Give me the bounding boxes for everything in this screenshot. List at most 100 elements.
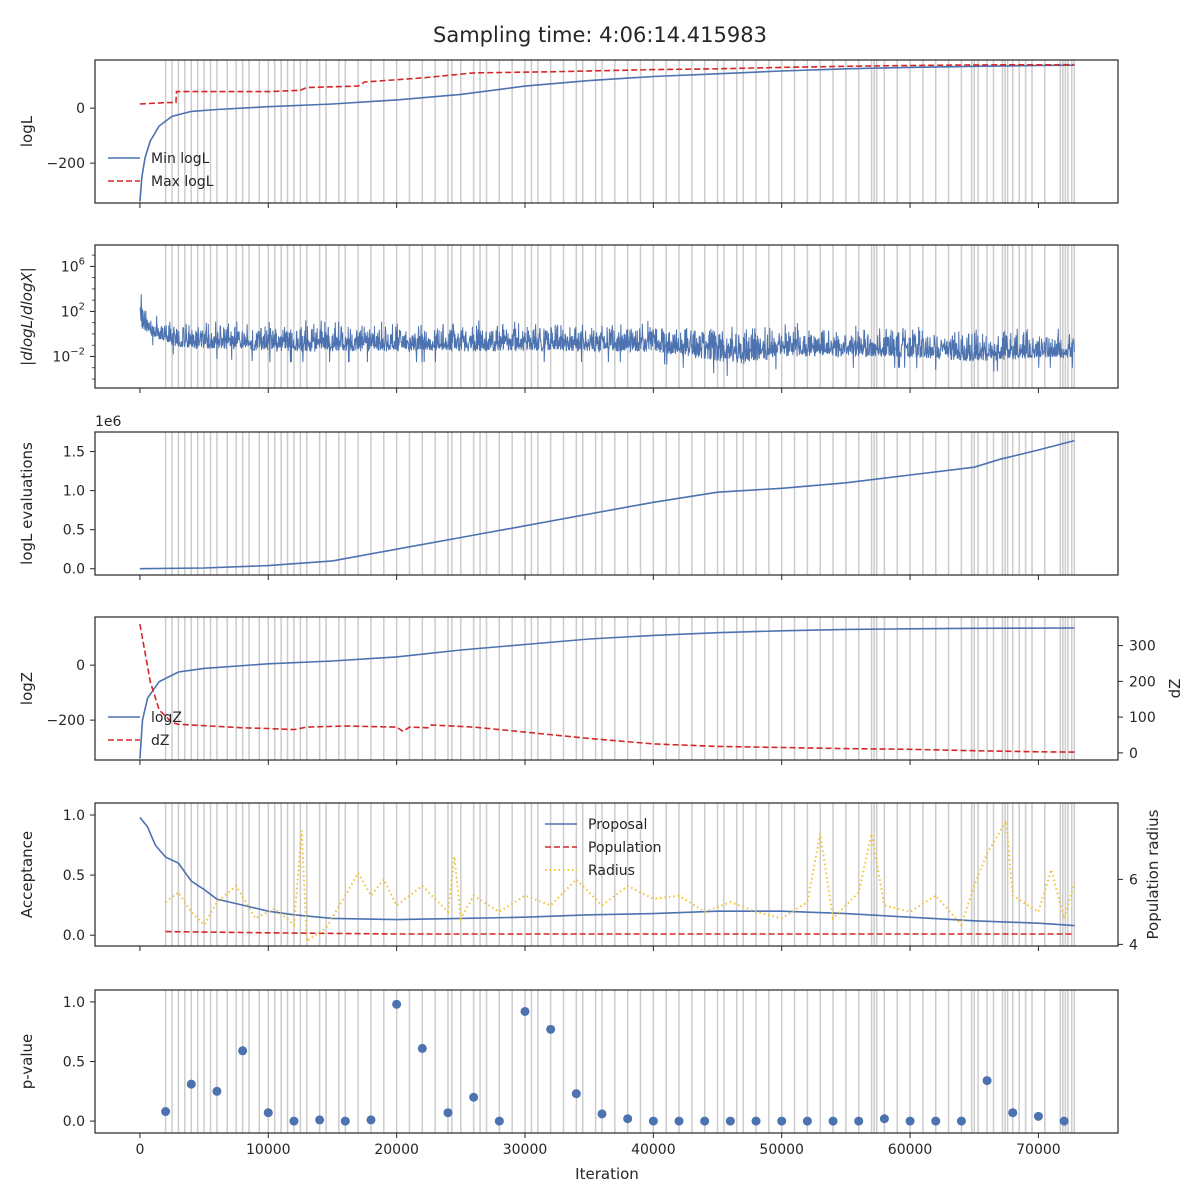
y-axis-label: logL [18, 115, 36, 147]
axes-frame [94, 244, 1119, 389]
axes-frame [94, 802, 1119, 947]
y-right-tick-label: 4 [1129, 937, 1138, 953]
axes-frame [94, 616, 1119, 761]
data-point [905, 1116, 915, 1126]
x-tick-label: 60000 [888, 1142, 933, 1158]
x-tick-label: 0 [135, 1142, 144, 1158]
data-point [520, 1006, 530, 1016]
series-line [139, 63, 1075, 105]
data-point [879, 1114, 889, 1124]
data-point [956, 1116, 966, 1126]
data-point [392, 999, 402, 1009]
y-tick-label: 0.0 [63, 562, 85, 578]
data-point [751, 1116, 761, 1126]
data-point [469, 1092, 479, 1102]
data-point [417, 1043, 427, 1053]
plot-area [139, 60, 1076, 203]
data-point [1059, 1116, 1069, 1126]
x-tick-label: 30000 [503, 1142, 548, 1158]
x-tick-label: 10000 [246, 1142, 291, 1158]
y-axis-label: Acceptance [18, 831, 36, 918]
y-tick-label: −200 [47, 156, 85, 172]
panel-0: 0 −200 logL Min logL Max logL [18, 59, 1119, 208]
legend-label: dZ [151, 733, 169, 749]
legend-label: Radius [588, 863, 635, 879]
data-point [161, 1107, 171, 1117]
y-right-axis-label: dZ [1166, 679, 1184, 699]
y-tick-label: 0.0 [63, 1114, 85, 1130]
y-offset-label: 1e6 [95, 414, 122, 430]
panel-4: 0.0 0.5 1.0 Acceptance 4 6 Population radius Pr… [18, 802, 1162, 953]
data-point [212, 1086, 222, 1096]
legend-label: logZ [151, 710, 182, 726]
data-point [546, 1024, 556, 1034]
y-tick-label: 1.0 [63, 995, 85, 1011]
data-point [186, 1079, 196, 1089]
plot-area [139, 617, 1076, 760]
y-right-tick-label: 200 [1129, 674, 1156, 690]
x-axis-label: Iteration [575, 1165, 639, 1183]
legend-label: Population [588, 840, 662, 856]
data-point [725, 1116, 735, 1126]
data-point [623, 1114, 633, 1124]
data-point [854, 1116, 864, 1126]
data-point [1033, 1111, 1043, 1121]
data-point [571, 1089, 581, 1099]
data-point [366, 1115, 376, 1125]
x-tick-label: 40000 [631, 1142, 676, 1158]
y-tick-label: 1.5 [63, 445, 85, 461]
legend-label: Min logL [151, 151, 210, 167]
y-axis-label: logZ [18, 672, 36, 705]
axes-frame [94, 431, 1119, 576]
data-point [648, 1116, 658, 1126]
data-point [802, 1116, 812, 1126]
data-point [315, 1115, 325, 1125]
y-axis-label: |dlogL/dlogX| [18, 267, 36, 366]
data-point [340, 1116, 350, 1126]
data-point [674, 1116, 684, 1126]
data-point [443, 1108, 453, 1118]
y-tick-label: 0.0 [63, 928, 85, 944]
series-line [139, 294, 1075, 377]
series-line [165, 930, 1075, 935]
y-tick-label: 0.5 [63, 868, 85, 884]
legend: Proposal Population Radius [545, 817, 662, 879]
figure-title: Sampling time: 4:06:14.415983 [433, 23, 767, 47]
panel-5: 0 10000 20000 30000 40000 50000 60000 70000 0.0 0… [18, 989, 1119, 1158]
y-tick-label: 102 [61, 301, 85, 320]
y-tick-label: 10−2 [52, 346, 85, 365]
series-line [164, 817, 1076, 943]
data-point [777, 1116, 787, 1126]
data-point [494, 1116, 504, 1126]
y-tick-label: 0 [76, 101, 85, 117]
legend: logZ dZ [108, 710, 182, 749]
data-point [828, 1116, 838, 1126]
series-line [139, 439, 1075, 570]
y-right-axis-label: Population radius [1144, 809, 1162, 939]
legend-label: Max logL [151, 174, 214, 190]
series-line [139, 64, 1075, 202]
y-right-tick-label: 0 [1129, 746, 1138, 762]
data-point [597, 1109, 607, 1119]
y-tick-label: 0.5 [63, 523, 85, 539]
x-tick-label: 20000 [374, 1142, 419, 1158]
panel-3: 0 −200 logZ 0 100 200 300 dZ logZ dZ [18, 616, 1184, 765]
series-line [139, 816, 1075, 927]
y-tick-label: 0 [76, 658, 85, 674]
y-tick-label: 0.5 [63, 1055, 85, 1071]
plot-area [139, 245, 1076, 388]
data-point [700, 1116, 710, 1126]
data-point [263, 1108, 273, 1118]
y-tick-label: −200 [47, 713, 85, 729]
panel-1: 106 102 10−2 |dlogL/dlogX| [18, 244, 1119, 393]
axes-frame [94, 59, 1119, 204]
y-right-tick-label: 6 [1129, 872, 1138, 888]
y-right-tick-label: 300 [1129, 639, 1156, 655]
y-tick-label: 1.0 [63, 808, 85, 824]
legend-label: Proposal [588, 817, 647, 833]
y-tick-label: 106 [61, 256, 85, 275]
series-line [139, 623, 1075, 753]
y-tick-label: 1.0 [63, 484, 85, 500]
series-line [139, 627, 1075, 759]
